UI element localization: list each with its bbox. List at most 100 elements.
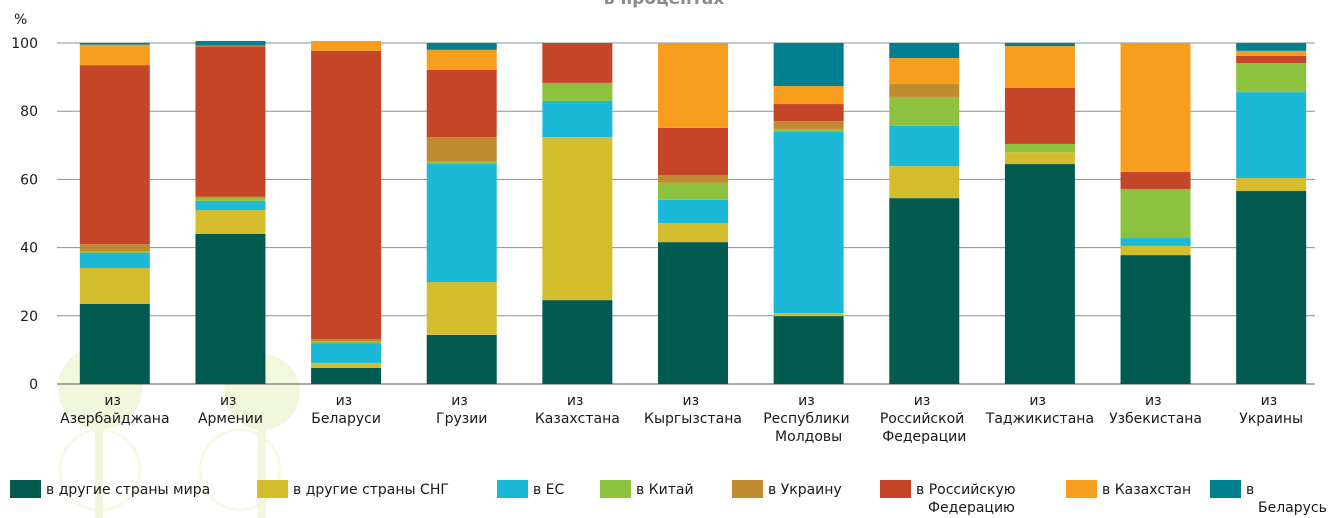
bar-segment xyxy=(773,316,844,384)
bar-segment xyxy=(311,50,382,339)
bar-segment xyxy=(1120,43,1191,172)
y-tick-label: 0 xyxy=(29,377,38,393)
bar-segment xyxy=(773,313,844,317)
bar-segment xyxy=(658,199,728,224)
bar-segment xyxy=(658,242,728,384)
legend-label: в другие страны СНГ xyxy=(293,482,449,498)
legend-swatch xyxy=(1066,480,1097,498)
bar-segment xyxy=(1236,178,1307,191)
bar-segment xyxy=(1004,43,1075,47)
bar-segment xyxy=(658,223,728,243)
bar-segment xyxy=(311,362,382,368)
bar-segment xyxy=(773,128,844,133)
x-tick-label: из Беларуси xyxy=(311,393,381,427)
bar-segment xyxy=(1120,238,1191,246)
bar-segment xyxy=(1120,188,1191,239)
bar-segment xyxy=(79,252,150,269)
bar-segment xyxy=(773,85,844,105)
legend-label: в ЕС xyxy=(533,482,565,498)
bar-segment xyxy=(79,268,150,304)
legend-swatch xyxy=(880,480,911,498)
bar-segment xyxy=(1236,92,1307,179)
bar-segment xyxy=(79,43,150,45)
bar-segment xyxy=(1120,171,1191,189)
bar-segment xyxy=(195,200,266,211)
bar-segment xyxy=(1004,152,1075,165)
x-tick-label: из Кыргызстана xyxy=(644,393,742,427)
legend-label: в другие страны мира xyxy=(46,482,210,498)
bar-segment xyxy=(889,198,960,384)
bar-segment xyxy=(1004,164,1075,384)
bar-segment xyxy=(1236,50,1307,56)
bar-segment xyxy=(195,40,266,46)
bar-segment xyxy=(79,65,150,245)
bar-segment xyxy=(195,45,266,47)
legend-swatch xyxy=(497,480,528,498)
bar-segment xyxy=(889,83,960,97)
y-tick-label: 40 xyxy=(20,241,38,257)
x-tick-label: из Украины xyxy=(1239,393,1303,427)
bar-segment xyxy=(658,127,728,175)
bar-segment xyxy=(311,341,382,344)
bar-segment xyxy=(426,282,497,335)
bar-segment xyxy=(889,58,960,84)
bar-segment xyxy=(889,125,960,167)
bar-segment xyxy=(1236,190,1307,384)
y-tick-label: 60 xyxy=(20,172,38,188)
bar-segment xyxy=(773,43,844,86)
bar-segment xyxy=(1004,88,1075,144)
bar-segment xyxy=(311,367,382,384)
legend-swatch xyxy=(732,480,763,498)
bar-segment xyxy=(658,43,728,128)
bar-segment xyxy=(79,44,150,66)
legend-label: в Китай xyxy=(636,482,694,498)
bar-segment xyxy=(658,174,728,183)
legend-label: в Казахстан xyxy=(1102,482,1191,498)
bar-segment xyxy=(542,82,613,101)
bar-segment xyxy=(1236,43,1307,51)
bar-segment xyxy=(773,132,844,314)
legend-label: в Украину xyxy=(768,482,842,498)
bar-segment xyxy=(658,182,728,200)
bar-segment xyxy=(79,244,150,252)
bar-segment xyxy=(195,198,266,201)
bar-segment xyxy=(889,96,960,126)
bar-segment xyxy=(1120,245,1191,256)
bar-segment xyxy=(1120,255,1191,384)
bar-segment xyxy=(426,164,497,283)
bar-segment xyxy=(426,69,497,138)
legend-swatch xyxy=(10,480,41,498)
x-tick-label: из Казахстана xyxy=(535,393,620,427)
bar-segment xyxy=(1004,46,1075,89)
bar-segment xyxy=(1236,63,1307,93)
bar-segment xyxy=(79,303,150,384)
legend-label: в Российскую Федерацию xyxy=(916,482,1020,516)
bar-segment xyxy=(889,166,960,199)
bar-segment xyxy=(195,46,266,197)
bar-segment xyxy=(195,233,266,384)
x-tick-label: из Российской Федерации xyxy=(880,393,969,445)
x-tick-label: из Таджикистана xyxy=(985,393,1094,427)
bar-segment xyxy=(542,100,613,138)
bar-segment xyxy=(195,210,266,234)
legend-swatch xyxy=(257,480,288,498)
x-tick-label: из Узбекистана xyxy=(1109,393,1202,427)
chart-title: в процентах xyxy=(604,0,724,9)
bar-segment xyxy=(542,137,613,301)
x-tick-label: из Грузии xyxy=(436,393,487,427)
bar-segment xyxy=(426,334,497,384)
bar-segment xyxy=(195,196,266,199)
bar-segment xyxy=(1004,143,1075,153)
legend-swatch xyxy=(1210,480,1241,498)
bar-segment xyxy=(426,137,497,161)
bar-segment xyxy=(542,43,613,83)
legend-swatch xyxy=(600,480,631,498)
bar-segment xyxy=(311,40,382,51)
x-tick-label: из Республики Молдовы xyxy=(763,393,854,445)
y-tick-label: 100 xyxy=(11,36,38,52)
bar-segment xyxy=(79,251,150,253)
bar-segment xyxy=(311,338,382,342)
y-tick-label: 80 xyxy=(20,104,38,120)
y-tick-label: 20 xyxy=(20,309,38,325)
